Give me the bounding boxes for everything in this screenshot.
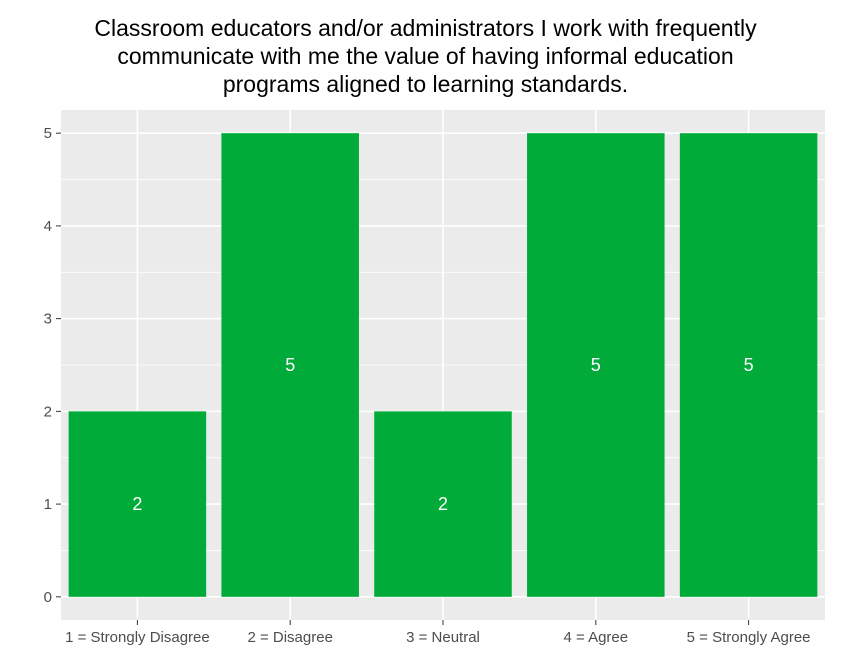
data-label: 5 xyxy=(285,355,295,375)
x-tick-label: 1 = Strongly Disagree xyxy=(65,629,210,646)
x-tick-label: 5 = Strongly Agree xyxy=(687,629,811,646)
bar xyxy=(374,411,512,597)
chart-title-line-1: Classroom educators and/or administrator… xyxy=(94,15,757,41)
x-tick-label: 2 = Disagree xyxy=(247,629,332,646)
data-label: 2 xyxy=(438,494,448,514)
y-axis: 0 1 2 3 4 5 xyxy=(44,125,61,606)
bars xyxy=(68,133,818,597)
data-label: 2 xyxy=(132,494,142,514)
data-labels: 2 5 2 5 5 xyxy=(132,355,753,514)
y-tick-label: 2 xyxy=(44,403,52,420)
chart-title: Classroom educators and/or administrator… xyxy=(0,14,851,98)
x-tick-label: 4 = Agree xyxy=(563,629,628,646)
chart-title-line-3: programs aligned to learning standards. xyxy=(222,71,629,97)
y-tick-label: 1 xyxy=(44,496,52,513)
y-tick-label: 4 xyxy=(44,218,52,235)
x-axis: 1 = Strongly Disagree 2 = Disagree 3 = Neu… xyxy=(65,620,811,646)
bar xyxy=(679,133,818,597)
y-tick-label: 5 xyxy=(44,125,52,142)
bar xyxy=(527,133,665,597)
bar xyxy=(221,133,359,597)
x-tick-label: 3 = Neutral xyxy=(406,629,480,646)
bar xyxy=(68,411,207,597)
data-label: 5 xyxy=(744,355,754,375)
data-label: 5 xyxy=(591,355,601,375)
y-tick-label: 3 xyxy=(44,311,52,328)
y-tick-label: 0 xyxy=(44,589,52,606)
chart-title-line-2: communicate with me the value of having … xyxy=(117,43,734,69)
